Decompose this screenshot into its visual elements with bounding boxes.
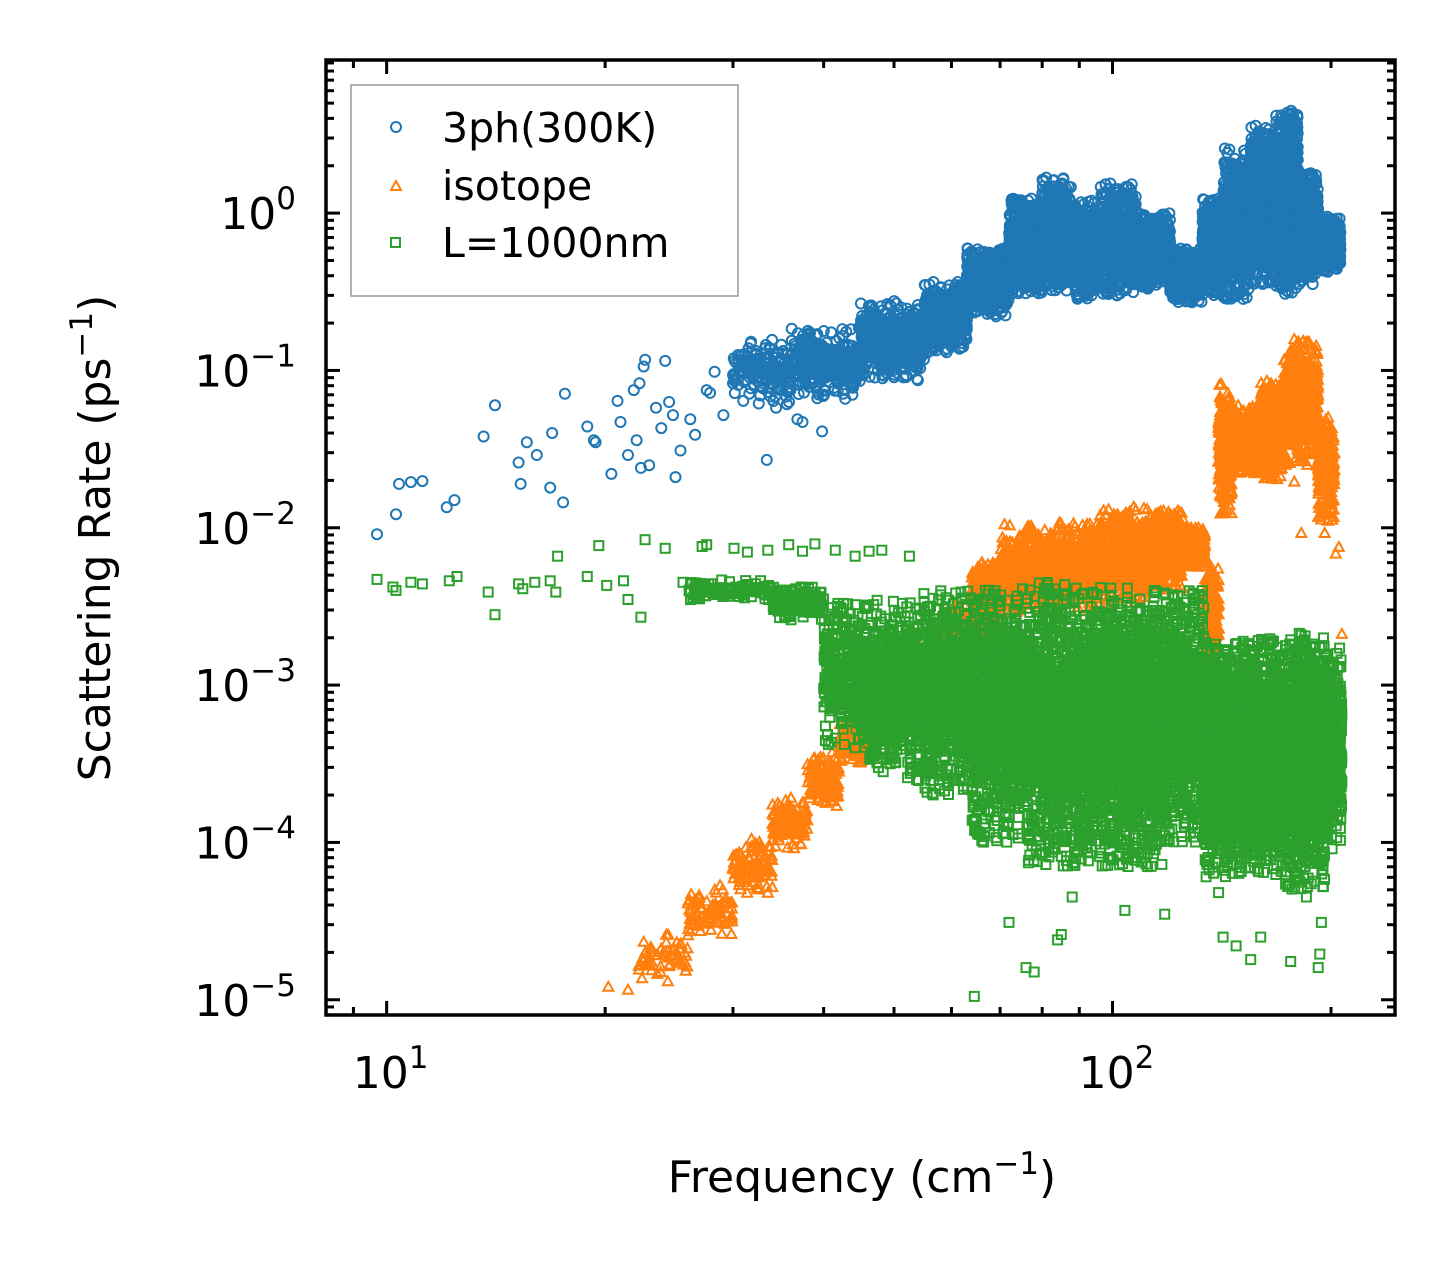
scatter-chart: 101 10210010−110−210−310−410−5 Frequency …: [0, 0, 1455, 1265]
